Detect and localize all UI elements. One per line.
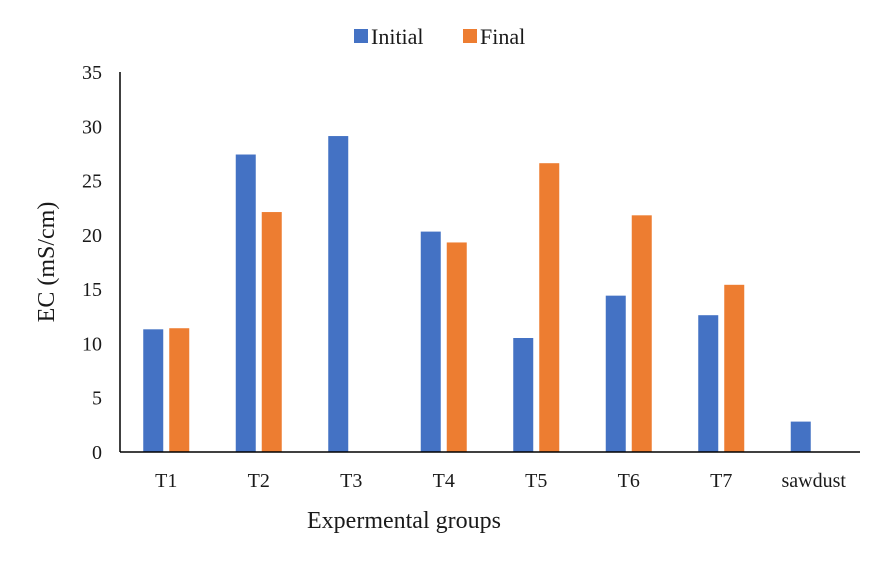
y-axis-ticks: 0 5 10 15 20 25 30 35	[82, 62, 102, 464]
x-tick-label: T6	[618, 470, 640, 492]
bar-initial-sawdust	[790, 421, 811, 452]
bar-final-t2	[261, 212, 282, 452]
bar-initial-t1	[143, 329, 164, 452]
x-axis-ticks: T1 T2 T3 T4 T5 T6 T7 sawdust	[155, 470, 846, 492]
bar-final-t1	[169, 328, 190, 452]
legend-swatch-final	[463, 29, 477, 43]
y-tick-label: 20	[82, 225, 102, 247]
bar-final-t5	[539, 163, 560, 452]
bar-initial-t6	[605, 295, 626, 452]
y-tick-label: 30	[82, 116, 102, 138]
y-tick-label: 0	[92, 442, 102, 464]
y-tick-label: 35	[82, 62, 102, 84]
x-tick-label: T5	[525, 470, 547, 492]
x-tick-label: sawdust	[782, 470, 847, 492]
x-tick-label: T1	[155, 470, 177, 492]
bar-initial-t2	[235, 154, 256, 452]
legend: Initial Final	[354, 24, 525, 49]
x-tick-label: T4	[433, 470, 455, 492]
bar-initial-t7	[698, 315, 719, 452]
bar-initial-t4	[420, 231, 441, 452]
y-tick-label: 5	[92, 388, 102, 410]
bar-initial-t3	[328, 136, 349, 453]
legend-label-final: Final	[480, 24, 525, 49]
legend-swatch-initial	[354, 29, 368, 43]
x-tick-label: T3	[340, 470, 362, 492]
bars	[143, 136, 811, 453]
x-axis-label: Expermental groups	[307, 508, 501, 534]
bar-final-t4	[446, 242, 467, 452]
bar-final-t7	[724, 284, 745, 452]
y-tick-label: 15	[82, 279, 102, 301]
y-axis-label: EC (mS/cm)	[34, 202, 60, 323]
y-tick-label: 25	[82, 171, 102, 193]
x-tick-label: T7	[710, 470, 732, 492]
bar-final-t6	[631, 215, 652, 452]
legend-label-initial: Initial	[371, 24, 424, 49]
y-tick-label: 10	[82, 333, 102, 355]
x-tick-label: T2	[248, 470, 270, 492]
bar-initial-t5	[513, 338, 534, 452]
